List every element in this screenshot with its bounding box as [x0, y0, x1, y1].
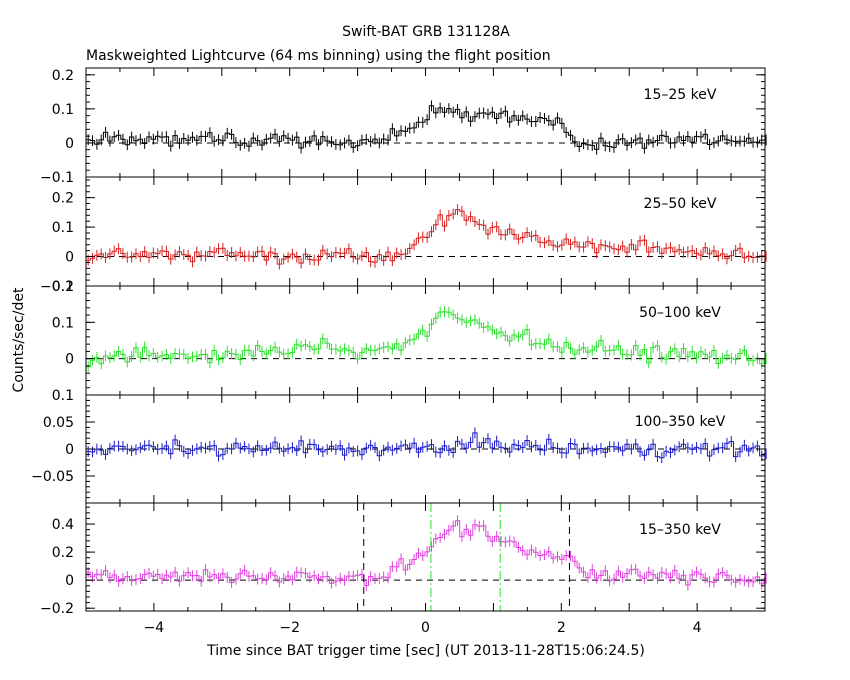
series-label: 25–50 keV — [644, 196, 717, 212]
series-line — [86, 432, 765, 459]
y-tick-label: −0.2 — [40, 601, 74, 617]
series-line — [86, 520, 765, 587]
y-tick-label: 0.1 — [52, 388, 74, 404]
panel-25-50-kev: −0.1 0 0.1 0.2 25–50 keV — [40, 176, 767, 295]
panel-15-25-kev: −0.1 0 0.1 0.2 15–25 keV — [40, 67, 767, 186]
series-label: 100–350 keV — [635, 414, 726, 430]
panel-frame — [85, 285, 766, 396]
y-tick-label: 0 — [65, 442, 74, 458]
x-axis-label: Time since BAT trigger time [sec] (UT 20… — [206, 643, 645, 659]
y-tick-label: 0.4 — [52, 517, 74, 533]
x-tick-label: 4 — [693, 620, 702, 636]
y-tick-label: −0.1 — [40, 170, 74, 186]
panel-15-350-kev: −0.2 0 0.2 0.4 15–350 keV — [40, 502, 767, 617]
x-tick-label: 2 — [557, 620, 566, 636]
series-label: 15–25 keV — [644, 87, 717, 103]
y-tick-label: 0.2 — [52, 68, 74, 84]
y-tick-label: 0.1 — [52, 102, 74, 118]
chart-subtitle: Maskweighted Lightcurve (64 ms binning) … — [86, 48, 551, 64]
panels-group: −0.1 0 0.1 0.2 15–25 keV −0.1 0 0.1 0.2 25–50 keV… — [31, 67, 767, 636]
panel-100-350-kev: −0.05 0 0.05 0.1 100–350 keV — [31, 388, 767, 504]
y-tick-label: −0.05 — [31, 469, 74, 485]
x-tick-label: 0 — [421, 620, 430, 636]
series-label: 15–350 keV — [639, 522, 721, 538]
y-tick-label: 0.1 — [52, 315, 74, 331]
y-tick-label: 0.2 — [52, 545, 74, 561]
y-tick-label: −0.1 — [40, 279, 74, 295]
x-tick-label: −4 — [144, 620, 165, 636]
series-line — [86, 105, 765, 150]
y-axis-label: Counts/sec/det — [11, 287, 27, 392]
series-line — [86, 311, 765, 368]
panel-50-100-kev: 0 0.1 0.2 50–100 keV — [52, 279, 767, 396]
error-bars — [87, 100, 767, 155]
y-tick-label: 0 — [65, 136, 74, 152]
y-tick-label: 0.2 — [52, 279, 74, 295]
y-tick-label: 0.1 — [52, 220, 74, 236]
y-tick-label: 0 — [65, 573, 74, 589]
series-line — [86, 209, 765, 265]
y-tick-label: 0.05 — [43, 415, 74, 431]
panel-frame — [85, 176, 766, 287]
series-label: 50–100 keV — [639, 305, 721, 321]
panel-frame — [85, 502, 766, 612]
y-tick-label: 0 — [65, 250, 74, 266]
x-tick-label: −2 — [279, 620, 300, 636]
y-tick-label: 0 — [65, 352, 74, 368]
y-tick-label: 0.2 — [52, 191, 74, 207]
chart-title: Swift-BAT GRB 131128A — [342, 24, 510, 40]
